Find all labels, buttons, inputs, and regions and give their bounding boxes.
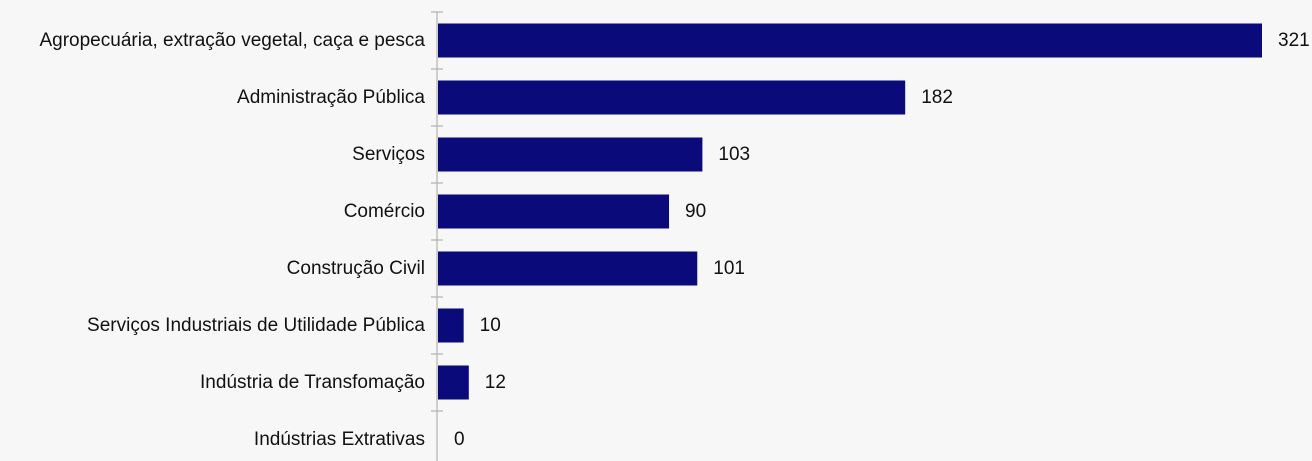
category-label: Comércio (344, 201, 425, 222)
labels-layer: Agropecuária, extração vegetal, caça e p… (39, 30, 1309, 450)
bar (438, 137, 703, 172)
category-label: Indústria de Transfomação (200, 372, 425, 393)
value-label: 10 (480, 315, 501, 336)
category-label: Construção Civil (287, 258, 425, 279)
axis-layer (431, 11, 443, 461)
bar (438, 308, 464, 343)
category-label: Administração Pública (237, 87, 425, 108)
bar (438, 23, 1262, 58)
value-label: 0 (454, 429, 465, 450)
bar (438, 194, 670, 229)
bar (438, 80, 906, 115)
bar (438, 251, 698, 286)
value-label: 321 (1278, 30, 1310, 51)
bars-layer (438, 23, 1262, 400)
category-label: Agropecuária, extração vegetal, caça e p… (39, 30, 425, 51)
value-label: 90 (685, 201, 706, 222)
category-label: Serviços Industriais de Utilidade Públic… (87, 315, 425, 336)
category-label: Serviços (352, 144, 425, 165)
value-label: 101 (713, 258, 745, 279)
category-label: Indústrias Extrativas (254, 429, 425, 450)
value-label: 182 (921, 87, 953, 108)
bar (438, 365, 469, 400)
value-label: 103 (718, 144, 750, 165)
value-label: 12 (485, 372, 506, 393)
